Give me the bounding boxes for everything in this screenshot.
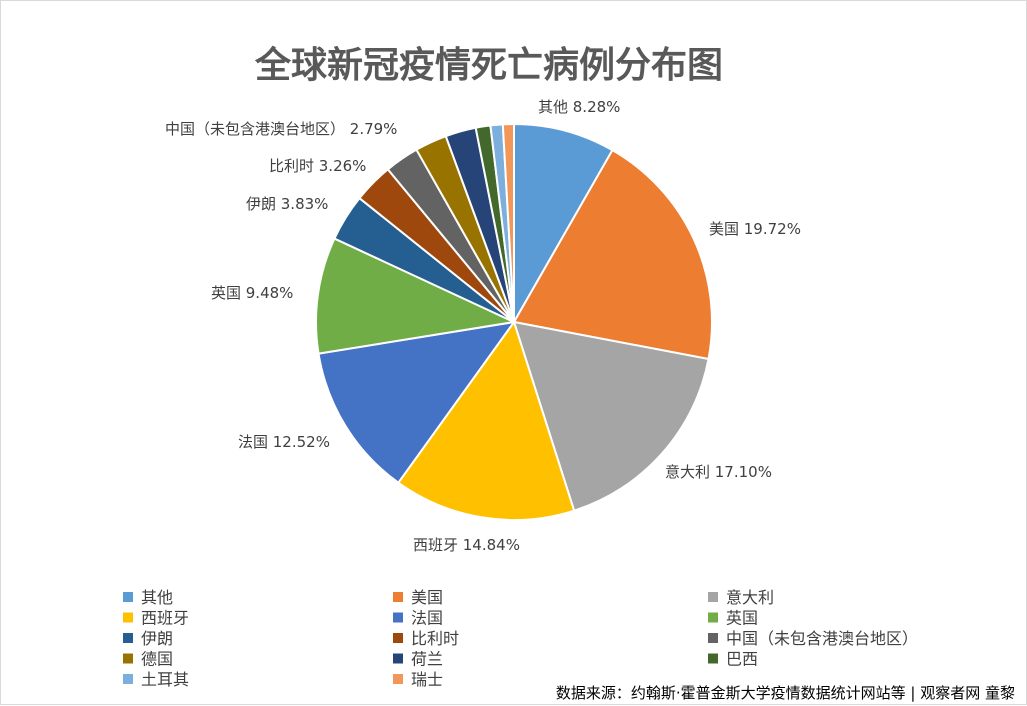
- legend-swatch-4: [393, 612, 403, 623]
- slice-label-6: 伊朗 3.83%: [246, 195, 328, 213]
- pie-slice-13: [501, 122, 515, 323]
- legend-swatch-2: [708, 592, 718, 602]
- legend-swatch-1: [393, 592, 403, 602]
- pie-slices: [314, 122, 713, 521]
- legend-label-10: 荷兰: [411, 650, 443, 669]
- slice-label-7: 比利时 3.26%: [269, 157, 366, 175]
- pie-labels: 其他 8.28% 美国 19.72% 意大利 17.10% 西班牙 14.84% 法国 …: [165, 98, 801, 554]
- legend-swatch-5: [708, 612, 718, 623]
- slice-label-8: 中国（未包含港澳台地区） 2.79%: [165, 120, 397, 138]
- legend-label-6: 伊朗: [141, 629, 173, 648]
- legend-label-5: 英国: [726, 609, 758, 628]
- legend-label-3: 西班牙: [141, 609, 189, 628]
- pie-slice-2: [512, 320, 710, 512]
- legend-swatch-11: [708, 653, 718, 664]
- legend-label-12: 土耳其: [141, 670, 189, 689]
- legend-label-8: 中国（未包含港澳台地区）: [726, 629, 918, 648]
- legend-label-4: 法国: [411, 609, 443, 628]
- legend-swatch-3: [123, 612, 133, 623]
- slice-label-2: 意大利 17.10%: [665, 463, 772, 481]
- legend-label-0: 其他: [141, 588, 173, 607]
- slice-label-1: 美国 19.72%: [709, 220, 801, 238]
- slice-label-5: 英国 9.48%: [211, 284, 293, 302]
- slice-label-0: 其他 8.28%: [538, 98, 620, 116]
- legend-label-11: 巴西: [726, 650, 758, 669]
- legend-swatch-7: [393, 633, 403, 643]
- legend-label-9: 德国: [141, 650, 173, 669]
- legend-swatch-13: [393, 674, 403, 684]
- pie-slice-0: [513, 122, 614, 326]
- legend-label-2: 意大利: [726, 588, 774, 607]
- slice-label-4: 法国 12.52%: [238, 433, 330, 451]
- legend-swatch-10: [393, 653, 403, 664]
- legend-swatch-9: [123, 653, 133, 664]
- legend-swatch-8: [708, 633, 718, 643]
- pie-slice-3: [396, 319, 576, 521]
- legend-swatch-12: [123, 674, 133, 684]
- legend-swatch-6: [123, 633, 133, 643]
- chart-title: 全球新冠疫情死亡病例分布图: [254, 44, 723, 86]
- slice-label-3: 西班牙 14.84%: [413, 536, 520, 554]
- pie-slice-1: [512, 148, 713, 361]
- legend-label-1: 美国: [411, 588, 443, 607]
- legend-label-13: 瑞士: [411, 670, 443, 689]
- pie-slice-5: [314, 237, 518, 355]
- pie-slice-4: [317, 320, 517, 485]
- data-source-note: 数据来源：约翰斯·霍普金斯大学疫情数据统计网站等 | 观察者网 童黎: [556, 684, 1015, 702]
- legend-swatch-0: [123, 592, 133, 602]
- legend-label-7: 比利时: [411, 629, 459, 648]
